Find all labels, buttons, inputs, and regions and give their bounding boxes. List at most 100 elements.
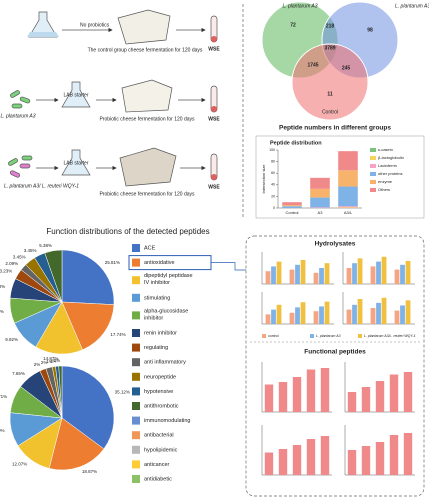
bar [346, 309, 352, 324]
legend-label: Lactoferrin [378, 163, 397, 168]
row-product: The control group cheese fermentation fo… [88, 47, 203, 53]
legend-label: anticancer [144, 462, 170, 468]
bar [300, 302, 306, 324]
y-tick-label: 80 [271, 160, 275, 164]
venn-count: 72 [290, 22, 296, 28]
bar [313, 272, 319, 284]
bar [289, 312, 295, 324]
y-axis-label: Intersection size [261, 164, 266, 194]
bar [306, 369, 316, 412]
pie-slice [61, 301, 115, 351]
legend-label: antithrombotic [144, 403, 179, 409]
chart-title: Peptide numbers in different groups [279, 125, 391, 132]
pie-label: 5.38% [39, 243, 52, 248]
legend-swatch [370, 156, 376, 160]
connector [211, 262, 246, 271]
bar [352, 263, 357, 284]
bar [381, 256, 387, 284]
panel-title: Functional peptides [304, 349, 366, 356]
pie-slice [35, 301, 83, 355]
bar [405, 260, 411, 284]
pie-label: 2.09% [5, 261, 18, 266]
legend-label: hypolipidemic [144, 447, 178, 453]
pie-label: 1% [46, 359, 53, 364]
legend-swatch [132, 329, 140, 337]
legend-label: antioxidative [144, 260, 175, 266]
bar [324, 301, 330, 324]
bar [289, 269, 295, 284]
pie-slice [61, 249, 115, 305]
bar [405, 300, 411, 324]
legend-swatch [370, 164, 376, 168]
legend-label: κ-casein [378, 147, 393, 152]
bar [276, 304, 282, 324]
legend-swatch [132, 475, 140, 483]
legend-swatch [132, 311, 140, 320]
legend-label: Others [378, 187, 390, 192]
bar-segment [282, 206, 302, 208]
bar [352, 304, 357, 324]
workflow-graphics [8, 9, 218, 187]
legend-label: anti inflammatory [144, 360, 186, 366]
row-output: WSE [208, 184, 220, 190]
bar [320, 436, 330, 475]
bar [265, 314, 271, 324]
bar-segment [338, 170, 358, 187]
venn-count: 245 [342, 65, 351, 71]
pie-label: 3.23% [0, 269, 12, 274]
legend-swatch [132, 258, 140, 267]
legend-label: stimulating [144, 295, 170, 301]
bar [276, 261, 282, 284]
pie-label: 2% [34, 362, 41, 367]
bar [376, 261, 381, 284]
pie-label: 9.92% [5, 337, 18, 342]
bar [376, 302, 381, 324]
panel-axes [342, 292, 415, 325]
row-strain: L. plantarum A3/ L. reuteri WQY-1 [4, 183, 79, 189]
pie-label: 14.87% [43, 356, 58, 361]
row-product: Probiotic cheese fermentation for 120 da… [99, 191, 195, 197]
legend-label: β-lactoglobulin [378, 155, 404, 160]
legend-swatch [132, 416, 140, 425]
bar [347, 392, 357, 412]
bar [295, 264, 300, 284]
bar-segment [310, 207, 330, 208]
bar [300, 260, 306, 284]
bar [306, 439, 316, 475]
legend-swatch [370, 180, 376, 184]
bar-segment [338, 206, 358, 208]
bar-segment [310, 197, 330, 208]
legend-label: ACE [144, 245, 156, 251]
bar [313, 311, 319, 324]
bar [400, 305, 405, 324]
detail-box [245, 235, 425, 497]
pie-label: 1% [54, 358, 61, 363]
legend-label: immunomodulating [144, 418, 190, 424]
bar [375, 442, 385, 475]
bar [346, 268, 352, 284]
venn-count: 1745 [307, 62, 318, 68]
bar [271, 266, 276, 284]
row-output: WSE [208, 116, 220, 122]
panel-axes [342, 252, 415, 285]
bar [292, 377, 302, 412]
pie-label: 25.81% [105, 260, 120, 265]
row-product: Probiotic cheese fermentation for 120 da… [99, 116, 195, 122]
pie-label: 8.71% [0, 394, 7, 399]
bar [357, 299, 363, 324]
legend-swatch [132, 358, 140, 367]
pie-label: 7.88% [0, 309, 4, 314]
legend-swatch [132, 372, 140, 381]
venn-count: 3789 [324, 45, 335, 51]
bar-segment [282, 202, 302, 206]
legend-swatch [132, 244, 140, 252]
bar [375, 381, 385, 412]
pie-label: 2% [41, 360, 48, 365]
legend-swatch [132, 460, 140, 469]
bar-segment [282, 205, 302, 207]
legend-swatch [132, 276, 140, 285]
legend-swatch [310, 334, 314, 338]
legend-label: renin inhibitor [144, 330, 177, 336]
